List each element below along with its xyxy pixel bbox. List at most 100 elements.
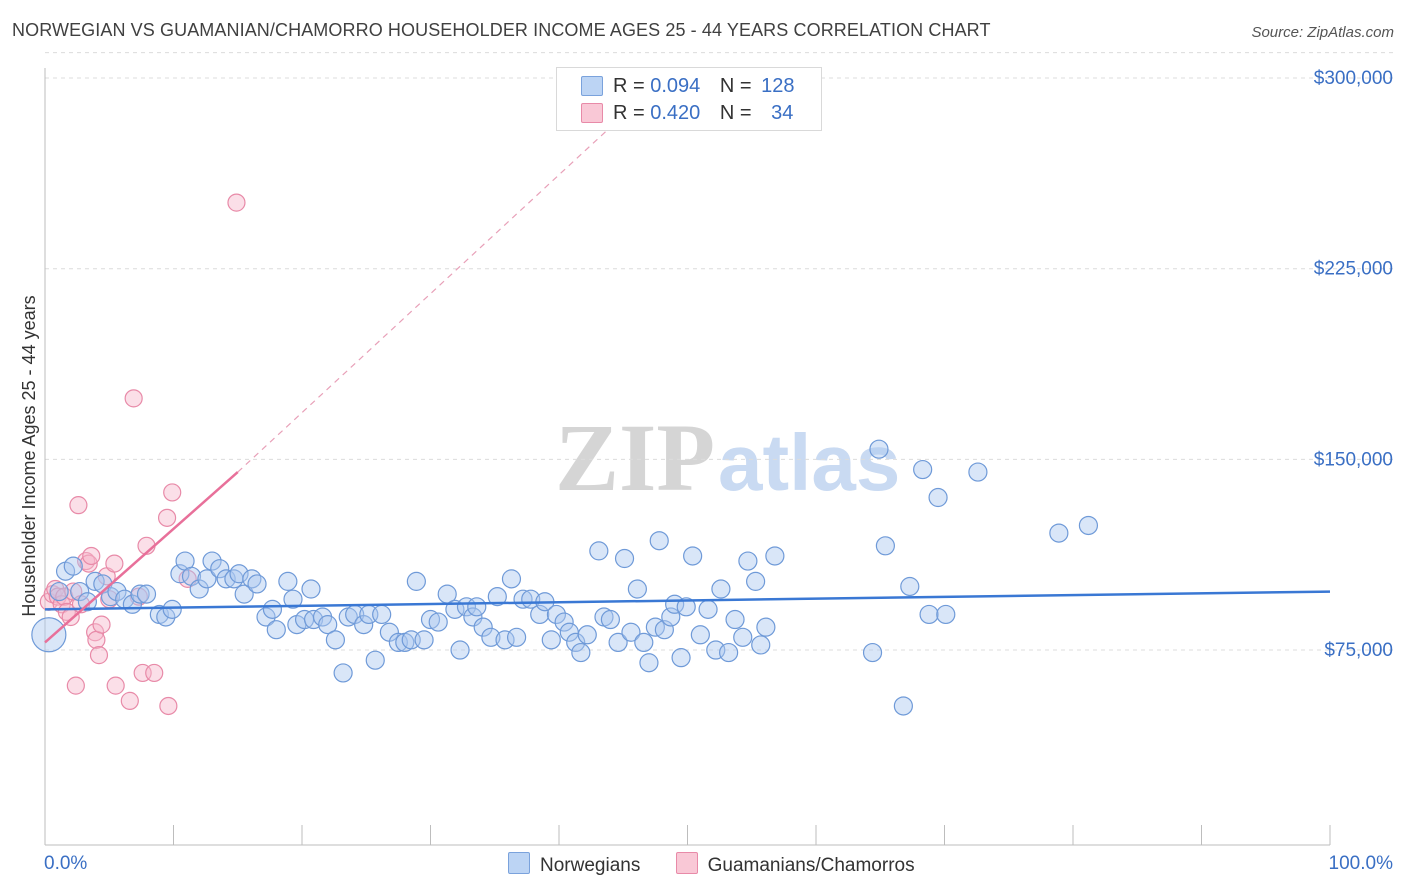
trend-lines <box>44 103 1331 644</box>
legend-swatch-blue <box>581 76 603 96</box>
norwegian-point <box>420 609 441 630</box>
legend-item-norwegians[interactable]: Norwegians <box>508 852 646 876</box>
norwegian-point <box>354 615 374 635</box>
norwegian-point <box>671 648 691 668</box>
guamanian-point <box>89 646 109 665</box>
norwegian-point <box>869 439 889 459</box>
norwegian-point <box>473 617 493 637</box>
norwegian-point <box>262 599 283 619</box>
norwegian-point <box>481 627 501 647</box>
y-tick-label: $300,000 <box>1314 68 1393 89</box>
norwegian-point <box>202 551 222 571</box>
norwegian-point <box>875 536 895 556</box>
norwegian-point <box>554 612 574 632</box>
norwegian-point <box>698 599 718 619</box>
norwegian-point <box>968 462 988 482</box>
norwegian-point <box>751 635 771 655</box>
norwegian-point <box>216 569 236 589</box>
correlation-legend: R = 0.094 N = 128 R = 0.420 N = 34 <box>556 67 822 131</box>
axes <box>44 68 1331 846</box>
watermark-zip: ZIP <box>555 404 715 511</box>
norwegian-point <box>463 607 483 627</box>
y-tick-label: $225,000 <box>1314 259 1393 280</box>
norwegian-point <box>608 632 628 653</box>
norwegian-point <box>621 622 641 642</box>
norwegian-point <box>634 632 654 653</box>
norwegian-point <box>428 612 448 632</box>
norwegian-point <box>711 579 731 599</box>
guamanians-trend-line <box>44 471 239 644</box>
norwegian-point <box>676 597 696 617</box>
norwegian-point <box>283 589 303 609</box>
x-tick-label-right: 100.0% <box>1329 853 1394 874</box>
norwegian-point <box>301 579 321 599</box>
guamanian-point <box>86 623 105 642</box>
norwegian-point <box>893 696 913 716</box>
legend-r-label: R = <box>613 75 645 97</box>
norwegians-points <box>31 439 1099 716</box>
norwegian-point <box>1078 515 1099 536</box>
legend-r-value: 0.420 <box>650 102 701 124</box>
y-tick-label: $75,000 <box>1324 640 1393 661</box>
y-tick-label: $150,000 <box>1314 449 1393 470</box>
legend-r-value: 0.094 <box>650 75 701 97</box>
legend-n-value: 34 <box>771 102 794 124</box>
guamanian-point <box>157 508 177 527</box>
norwegian-point <box>919 604 939 625</box>
legend-row-norwegians: R = 0.094 N = 128 <box>581 75 795 98</box>
legend-n-label: N = <box>719 75 752 97</box>
norwegian-point <box>49 581 69 602</box>
guamanians-points <box>39 193 246 716</box>
norwegian-point <box>690 625 710 645</box>
norwegian-point <box>450 640 470 660</box>
norwegian-point <box>928 487 948 508</box>
norwegian-point <box>31 617 67 653</box>
guamanians-swatch <box>675 852 698 874</box>
norwegians-label: Norwegians <box>540 855 641 876</box>
norwegian-point <box>501 569 522 589</box>
norwegian-point <box>278 571 298 591</box>
norwegian-point <box>566 632 586 653</box>
norwegian-point <box>256 607 276 627</box>
norwegian-point <box>136 584 157 604</box>
norwegian-point <box>242 569 262 589</box>
norwegian-point <box>100 587 121 607</box>
y-axis-label: Householder Income Ages 25 - 44 years <box>19 295 39 616</box>
norwegian-point <box>746 571 766 591</box>
norwegian-point <box>372 604 392 625</box>
norwegian-point <box>600 609 621 630</box>
guamanian-point <box>66 676 85 695</box>
norwegian-point <box>266 620 286 640</box>
norwegian-point <box>571 642 591 663</box>
norwegian-point <box>495 630 515 650</box>
norwegian-point <box>189 579 209 599</box>
watermark-atlas: atlas <box>718 418 900 507</box>
guamanian-point <box>69 496 88 515</box>
norwegian-point <box>365 650 385 670</box>
series-legend: Norwegians Guamanians/Chamorros <box>508 852 915 877</box>
norwegian-point <box>63 556 83 576</box>
norwegian-point <box>614 548 635 569</box>
norwegian-point <box>936 604 956 625</box>
norwegian-point <box>325 630 346 650</box>
norwegian-point <box>1049 523 1069 543</box>
norwegian-point <box>70 581 90 602</box>
x-tick-label-left: 0.0% <box>44 853 87 874</box>
norwegian-point <box>756 617 776 637</box>
norwegian-point <box>589 541 609 561</box>
norwegian-point <box>406 571 426 591</box>
guamanian-point <box>124 389 143 408</box>
norwegian-point <box>649 531 669 551</box>
norwegian-point <box>862 642 883 663</box>
legend-item-guamanians[interactable]: Guamanians/Chamorros <box>675 852 915 876</box>
norwegian-point <box>318 615 338 635</box>
norwegian-point <box>197 569 217 589</box>
legend-r-label: R = <box>613 102 645 124</box>
norwegians-trend-line <box>44 590 1331 611</box>
guamanians-label: Guamanians/Chamorros <box>707 855 915 876</box>
norwegian-point <box>639 653 659 673</box>
guamanian-point <box>227 193 246 212</box>
guamanian-point <box>145 663 164 683</box>
grid-lines <box>45 52 1395 651</box>
norwegian-point <box>577 625 597 645</box>
